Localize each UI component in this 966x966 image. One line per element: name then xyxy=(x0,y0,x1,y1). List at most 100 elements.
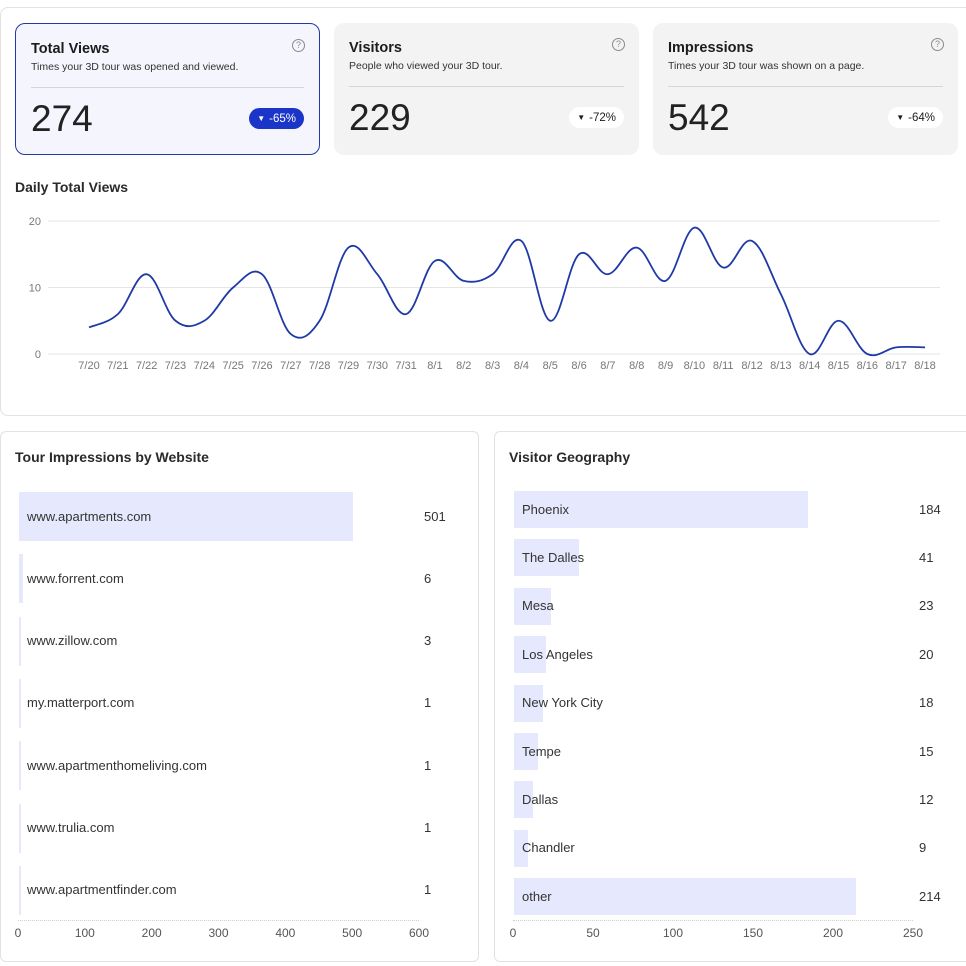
bar xyxy=(514,878,856,916)
bar xyxy=(19,492,353,541)
bar xyxy=(19,865,21,915)
y-tick-label: 10 xyxy=(29,283,41,295)
down-triangle-icon: ▼ xyxy=(577,113,586,122)
help-icon[interactable]: ? xyxy=(292,39,305,52)
bar-value: 12 xyxy=(919,791,934,807)
bar xyxy=(514,781,534,819)
x-tick-label: 8/10 xyxy=(684,360,705,372)
card-divider xyxy=(668,86,943,87)
x-tick-label: 400 xyxy=(275,926,296,940)
card-title: Impressions xyxy=(668,40,754,56)
x-tick-label: 8/5 xyxy=(543,360,558,372)
daily-views-line xyxy=(88,226,926,357)
bar xyxy=(514,539,580,577)
bar xyxy=(514,733,538,770)
change-badge: ▼ -65% xyxy=(249,108,304,129)
x-tick-label: 8/15 xyxy=(828,360,849,372)
down-triangle-icon: ▼ xyxy=(896,113,905,122)
bar xyxy=(514,636,546,674)
bar xyxy=(514,587,551,625)
change-value: -64% xyxy=(908,112,935,124)
daily-chart-title: Daily Total Views xyxy=(15,179,129,195)
x-tick-label: 8/1 xyxy=(427,360,442,372)
x-tick-label: 8/8 xyxy=(629,360,644,372)
x-tick-label: 7/21 xyxy=(107,360,128,372)
bar-value: 41 xyxy=(919,549,934,565)
bar xyxy=(514,491,808,528)
help-icon[interactable]: ? xyxy=(612,38,625,51)
x-tick-label: 7/22 xyxy=(136,360,157,372)
bar-label: Los Angeles xyxy=(522,646,593,662)
bar-label: www.forrent.com xyxy=(27,570,124,586)
bar xyxy=(19,678,21,728)
impressions-card[interactable]: Impressions Times your 3D tour was shown… xyxy=(653,23,958,155)
x-tick-label: 7/31 xyxy=(395,360,416,372)
x-tick-label: 200 xyxy=(822,926,844,940)
x-tick-label: 0 xyxy=(14,926,22,940)
x-tick-label: 600 xyxy=(408,926,430,940)
bar-label: www.apartments.com xyxy=(27,508,152,524)
change-badge: ▼ -64% xyxy=(888,107,943,128)
down-triangle-icon: ▼ xyxy=(257,114,266,123)
bar-value: 3 xyxy=(424,633,432,649)
x-tick-label: 8/4 xyxy=(514,360,529,372)
bar xyxy=(19,741,21,791)
bar-value: 15 xyxy=(919,743,934,759)
bar-label: Chandler xyxy=(522,840,575,856)
x-tick-label: 200 xyxy=(141,926,162,940)
x-tick-label: 8/11 xyxy=(713,360,734,372)
bar-value: 1 xyxy=(424,820,432,835)
x-tick-label: 7/24 xyxy=(194,360,215,372)
change-badge: ▼ -72% xyxy=(569,107,624,128)
axis-line xyxy=(18,920,419,921)
card-divider xyxy=(349,86,624,87)
axis-line xyxy=(513,920,913,921)
x-tick-label: 250 xyxy=(902,926,924,940)
card-subtitle: Times your 3D tour was opened and viewed… xyxy=(31,61,239,73)
bar-label: my.matterport.com xyxy=(27,695,135,711)
bar-label: New York City xyxy=(522,695,603,711)
daily-views-line-chart: 0 10 20 7/20 7/21 7/22 7/23 7/24 7/25 7/26 7/27 7/2… xyxy=(29,216,940,372)
x-tick-label: 8/3 xyxy=(485,360,500,372)
bar-value: 6 xyxy=(424,570,432,586)
bar xyxy=(514,684,543,722)
visitors-card[interactable]: Visitors People who viewed your 3D tour.… xyxy=(334,23,639,155)
x-tick-label: 8/9 xyxy=(658,360,673,372)
bar-label: other xyxy=(522,888,552,904)
bar xyxy=(19,616,21,666)
x-tick-label: 100 xyxy=(74,926,95,940)
x-tick-label: 500 xyxy=(342,926,363,940)
impressions-title: Tour Impressions by Website xyxy=(15,449,209,465)
card-subtitle: Times your 3D tour was shown on a page. xyxy=(668,60,865,72)
card-subtitle: People who viewed your 3D tour. xyxy=(349,60,503,72)
bar xyxy=(514,829,529,867)
bar xyxy=(19,803,21,853)
card-value: 274 xyxy=(31,98,93,139)
bar xyxy=(19,554,23,604)
x-tick-label: 8/17 xyxy=(885,360,906,372)
bar-value: 1 xyxy=(424,695,432,711)
geography-title: Visitor Geography xyxy=(509,449,631,465)
x-tick-label: 300 xyxy=(208,926,229,940)
x-tick-label: 150 xyxy=(742,926,764,940)
x-tick-label: 7/28 xyxy=(309,360,330,372)
bar-value: 501 xyxy=(424,508,446,524)
bar-value: 214 xyxy=(919,888,941,904)
x-tick-label: 7/26 xyxy=(251,360,272,372)
bar-value: 9 xyxy=(919,840,927,856)
x-tick-label: 7/20 xyxy=(78,360,99,372)
bar-label: www.apartmentfinder.com xyxy=(27,882,177,898)
y-tick-label: 0 xyxy=(35,349,41,361)
x-tick-label: 50 xyxy=(586,926,600,940)
x-tick-label: 8/16 xyxy=(857,360,878,372)
x-tick-label: 8/13 xyxy=(770,360,791,372)
total-views-card[interactable]: Total Views Times your 3D tour was opene… xyxy=(15,23,320,155)
x-tick-label: 7/29 xyxy=(338,360,359,372)
x-tick-label: 0 xyxy=(509,926,517,940)
change-value: -72% xyxy=(589,112,616,124)
x-tick-label: 7/30 xyxy=(367,360,388,372)
card-value: 229 xyxy=(349,97,411,138)
bar-value: 18 xyxy=(919,695,934,711)
x-tick-label: 7/25 xyxy=(222,360,243,372)
help-icon[interactable]: ? xyxy=(931,38,944,51)
